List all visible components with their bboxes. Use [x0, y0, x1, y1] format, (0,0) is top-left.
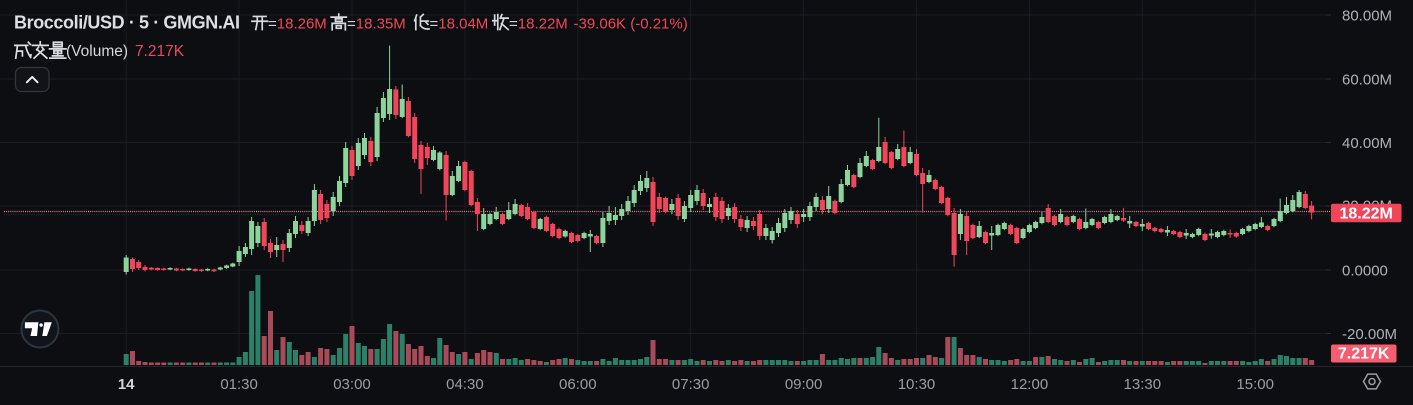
svg-text:18.22M: 18.22M: [1340, 205, 1393, 222]
svg-text:-20.00M: -20.00M: [1342, 326, 1397, 343]
svg-text:Broccoli/USD · 5 · GMGN.AI: Broccoli/USD · 5 · GMGN.AI: [14, 13, 240, 33]
svg-text:=18.35M: =18.35M: [347, 16, 406, 33]
svg-text:-39.06K (-0.21%): -39.06K (-0.21%): [574, 16, 688, 33]
svg-text:12:00: 12:00: [1011, 376, 1049, 393]
svg-text:03:00: 03:00: [333, 376, 371, 393]
svg-text:04:30: 04:30: [446, 376, 484, 393]
svg-text:09:00: 09:00: [785, 376, 823, 393]
svg-text:06:00: 06:00: [559, 376, 597, 393]
svg-text:40.00M: 40.00M: [1342, 135, 1392, 152]
svg-text:07:30: 07:30: [672, 376, 710, 393]
svg-text:10:30: 10:30: [898, 376, 936, 393]
svg-text:0.0000: 0.0000: [1342, 262, 1388, 279]
svg-text:=18.22M: =18.22M: [509, 16, 568, 33]
svg-text:15:00: 15:00: [1236, 376, 1274, 393]
svg-text:=18.04M: =18.04M: [430, 16, 489, 33]
svg-text:7.217K: 7.217K: [1338, 346, 1390, 363]
svg-text:=18.26M: =18.26M: [268, 16, 327, 33]
svg-text:14: 14: [118, 376, 135, 393]
svg-text:80.00M: 80.00M: [1342, 7, 1392, 24]
svg-text:7.217K: 7.217K: [135, 43, 185, 60]
svg-text:60.00M: 60.00M: [1342, 71, 1392, 88]
svg-text:13:30: 13:30: [1124, 376, 1162, 393]
svg-text:01:30: 01:30: [220, 376, 258, 393]
svg-text:(Volume): (Volume): [66, 43, 128, 60]
